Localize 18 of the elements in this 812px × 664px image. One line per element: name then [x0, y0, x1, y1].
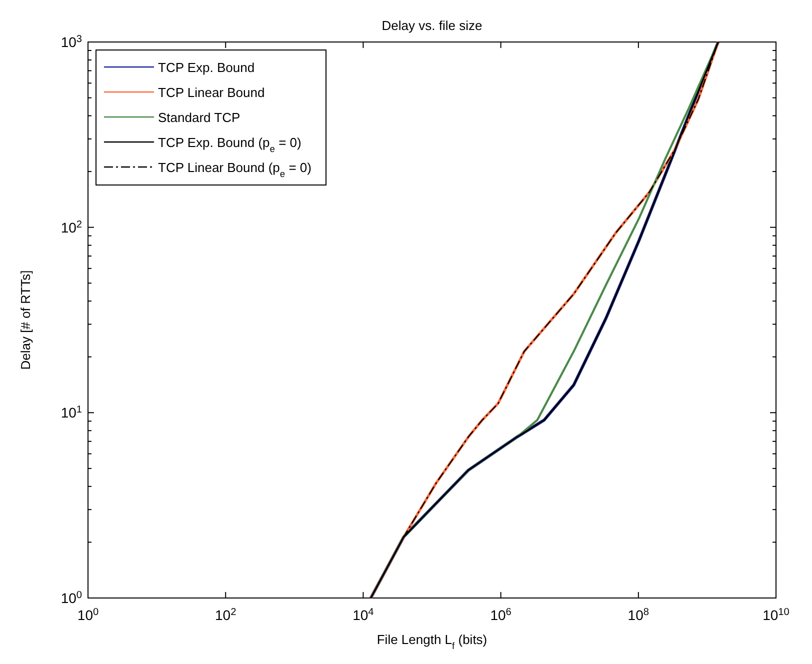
legend-label: Standard TCP — [158, 110, 240, 125]
y-axis-title: Delay [# of RTTs] — [18, 270, 33, 370]
legend-label: TCP Linear Bound — [158, 85, 265, 100]
x-tick-label: 10$^{0}$ — [77, 606, 99, 623]
x-tick-label: 10$^{6}$ — [490, 606, 512, 623]
legend-label: TCP Linear Bound (p$_{e}$ = 0) — [158, 160, 312, 179]
y-tick-label: 10$^{2}$ — [60, 218, 82, 236]
chart-title: Delay vs. file size — [382, 18, 482, 33]
x-tick-label: 10$^{4}$ — [352, 606, 374, 623]
x-tick-label: 10$^{10}$ — [762, 606, 790, 623]
x-tick-label: 10$^{2}$ — [215, 606, 237, 623]
legend-label: TCP Exp. Bound (p$_{e}$ = 0) — [158, 135, 302, 154]
y-tick-label: 10$^{1}$ — [60, 404, 82, 421]
y-tick-label: 10$^{3}$ — [60, 34, 82, 50]
x-tick-label: 10$^{8}$ — [628, 606, 650, 623]
x-axis-title: File Length L$_{f}$ (bits) — [376, 632, 488, 651]
legend-label: TCP Exp. Bound — [158, 60, 255, 75]
y-tick-label: 10$^{0}$ — [60, 590, 82, 606]
